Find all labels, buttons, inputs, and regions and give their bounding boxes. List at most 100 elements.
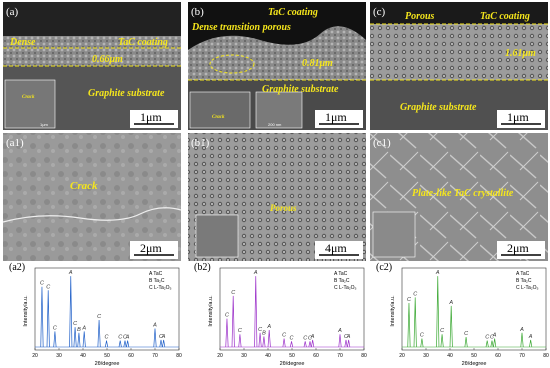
peak-label: A [266, 324, 271, 330]
thickness: 0.81μm [302, 58, 333, 69]
y-axis-label: Intensity/a.u. [390, 295, 396, 327]
legend-entry: A TaC [149, 271, 163, 277]
coating-layer [370, 24, 548, 80]
peak [153, 328, 157, 348]
panel-label: (c) [373, 6, 386, 18]
peak-label: A [519, 327, 524, 333]
peak-label: C [344, 334, 348, 340]
legend-entry: A TaC [334, 271, 348, 277]
highlight [209, 54, 255, 74]
peak [258, 332, 262, 348]
x-tick-label: 50 [104, 353, 110, 359]
peak [162, 339, 166, 348]
peak-label: C [407, 297, 411, 303]
x-tick-label: 50 [471, 353, 477, 359]
y-axis-label: Intensity/a.u. [23, 295, 29, 327]
x-tick-label: 30 [241, 353, 247, 359]
peak-label: C [308, 335, 312, 341]
panel-label: (c2) [376, 262, 392, 273]
x-tick-label: 40 [80, 353, 86, 359]
peak [77, 332, 81, 348]
peak [225, 318, 229, 348]
peak-label: C [464, 331, 468, 337]
scale-label: 2μm [507, 241, 529, 255]
peak [407, 303, 411, 348]
legend-entry: A TaC [516, 271, 530, 277]
peak [449, 305, 453, 348]
peak-label: C [225, 313, 229, 319]
peak [73, 327, 77, 348]
annotation: Crack [70, 180, 98, 192]
x-tick-label: 60 [128, 353, 134, 359]
peak-label: C [46, 284, 50, 290]
x-tick-label: 30 [423, 353, 429, 359]
panel-label: (b) [191, 6, 204, 18]
peak-label: A [337, 328, 342, 334]
peak [238, 334, 242, 348]
peak [347, 339, 351, 348]
peak [289, 341, 294, 348]
panel-a1: (a1) Crack 2μm [2, 133, 182, 261]
peak [490, 340, 494, 348]
peak-label: C [123, 335, 127, 341]
x-tick-label: 20 [32, 353, 38, 359]
peak [440, 334, 444, 348]
inset [255, 91, 303, 129]
peak-label: C [105, 335, 109, 341]
peak-label: C [73, 321, 77, 327]
sem-image [3, 133, 181, 261]
peak [40, 286, 44, 348]
y-axis-label: Intensity/a.u. [208, 295, 214, 327]
peak [493, 338, 497, 348]
annotation: Plate-like TaC crystallite [412, 188, 514, 199]
x-tick-label: 30 [56, 353, 62, 359]
peak-label: A [81, 325, 86, 331]
peak-label: A [68, 270, 73, 276]
peak [69, 276, 73, 348]
peak [311, 339, 315, 348]
peak-label: A [492, 332, 497, 338]
x-tick-label: 80 [176, 353, 182, 359]
coating-layer [188, 26, 366, 80]
panel-a: (a) Dense TaC coating 0.66μm Graphite su… [3, 2, 181, 130]
peak-label: C [118, 335, 122, 341]
peak [267, 329, 271, 348]
annotation: Dense transition porous [191, 22, 291, 33]
panel-label: (c1) [373, 137, 391, 149]
legend-entry: B Ta₂C [334, 278, 350, 284]
annotation: Graphite substrate [88, 88, 165, 99]
inset-scale: 200 nm [268, 122, 282, 127]
inset [372, 211, 416, 258]
scale-label: 1μm [325, 110, 347, 124]
thickness: 1.61μm [505, 48, 536, 59]
annotation: Porous [270, 203, 297, 213]
scale-label: 4μm [325, 241, 347, 255]
peak-label: B [77, 327, 81, 333]
crack [2, 207, 182, 223]
x-tick-label: 60 [313, 353, 319, 359]
coating-layer [3, 36, 181, 66]
panel-label: (a) [6, 6, 19, 18]
scale-label: 2μm [140, 241, 162, 255]
peak-label: C [258, 327, 262, 333]
peak [123, 340, 127, 348]
peak [82, 331, 86, 348]
peak [262, 336, 266, 348]
peak [529, 339, 533, 348]
peak [254, 276, 258, 348]
peak [46, 290, 50, 348]
annotation: TaC coating [118, 37, 168, 48]
peak-label: A [310, 334, 315, 340]
peak-label: B [262, 330, 266, 336]
peak-label: A [435, 270, 440, 276]
panel-c1: (c1) Plate-like TaC crystallite 2μm [370, 133, 548, 261]
panel-label: (b2) [194, 262, 211, 273]
panel-label: (a1) [6, 137, 24, 149]
legend-entry: C L-Ta₂O₅ [334, 285, 357, 291]
peak-label: C [238, 328, 242, 334]
peak [159, 339, 163, 348]
x-tick-label: 50 [289, 353, 295, 359]
x-tick-label: 80 [361, 353, 367, 359]
annotation: TaC coating [480, 11, 530, 22]
peak [464, 337, 468, 348]
